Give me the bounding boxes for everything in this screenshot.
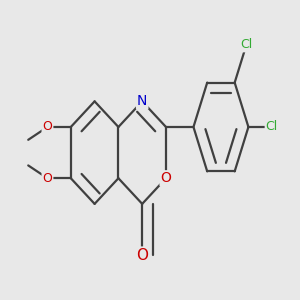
Text: O: O — [136, 248, 148, 262]
Text: O: O — [160, 171, 171, 185]
Text: O: O — [43, 121, 52, 134]
Text: Cl: Cl — [240, 38, 253, 51]
Text: Cl: Cl — [266, 121, 278, 134]
Text: N: N — [137, 94, 147, 108]
Text: O: O — [43, 172, 52, 185]
